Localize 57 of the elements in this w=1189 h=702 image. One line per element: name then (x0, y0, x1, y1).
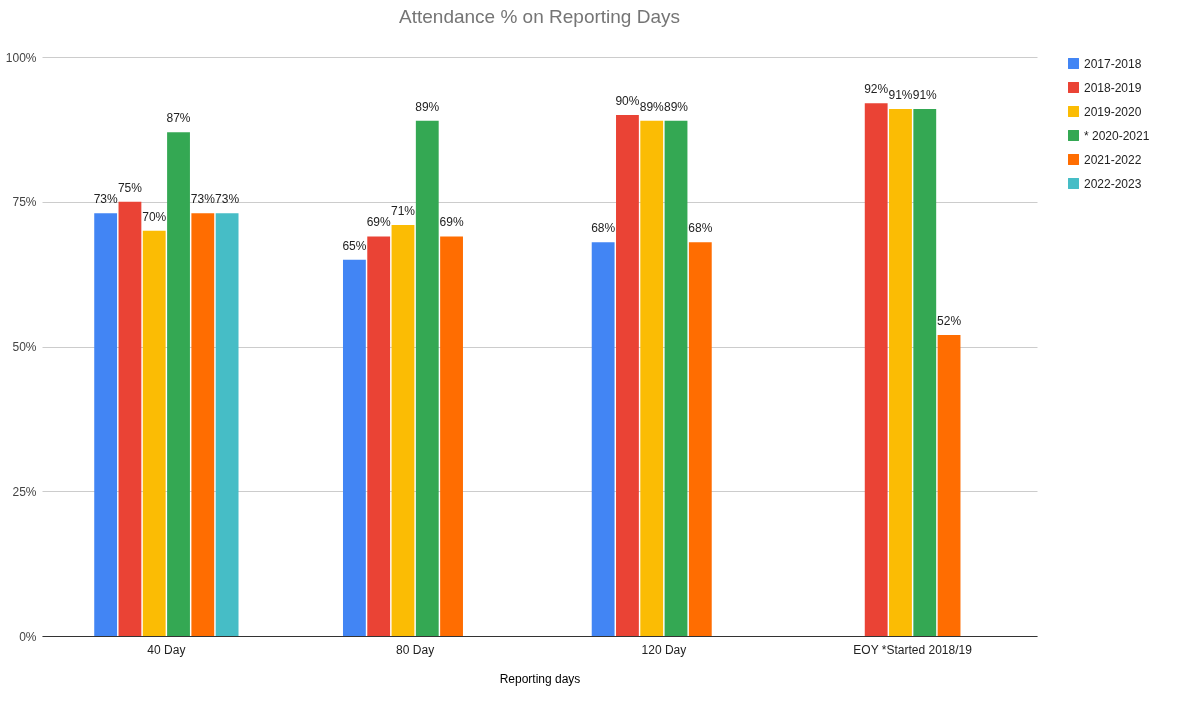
legend-label: 2017-2018 (1084, 56, 1142, 71)
bar (864, 103, 888, 636)
bar (342, 259, 366, 636)
legend-label: 2022-2023 (1084, 176, 1142, 191)
data-label: 91% (912, 88, 938, 103)
data-label: 69% (439, 215, 464, 230)
data-label: 71% (390, 203, 416, 218)
bar (913, 109, 937, 636)
bar (889, 109, 912, 636)
data-label: 75% (117, 180, 143, 195)
x-tick-label: 120 Day (641, 642, 687, 657)
x-tick-label: 40 Day (147, 642, 186, 657)
bar (440, 236, 463, 636)
x-tick-label: 80 Day (396, 642, 435, 657)
data-label: 89% (664, 99, 689, 114)
legend-label: 2019-2020 (1084, 104, 1142, 119)
legend-label: 2018-2019 (1084, 80, 1142, 95)
data-label: 91% (888, 88, 913, 103)
data-label: 52% (937, 313, 962, 328)
chart-title: Attendance % on Reporting Days (399, 6, 680, 27)
bar (640, 120, 664, 636)
y-tick-label: 75% (12, 195, 37, 210)
data-label: 65% (342, 238, 367, 253)
data-label: 73% (190, 192, 216, 207)
bar (215, 213, 239, 636)
y-tick-label: 0% (19, 629, 37, 644)
bar (118, 201, 142, 636)
bar (142, 230, 166, 636)
data-label: 73% (215, 192, 240, 207)
legend-label: * 2020-2021 (1084, 128, 1150, 143)
bar (616, 114, 639, 636)
bar (937, 334, 961, 636)
bar (167, 132, 190, 636)
legend-label: 2021-2022 (1084, 152, 1142, 167)
y-tick-label: 25% (12, 484, 37, 499)
y-tick-label: 100% (5, 50, 37, 65)
x-axis-title: Reporting days (499, 671, 581, 686)
bar (191, 213, 215, 636)
data-label: 68% (688, 221, 713, 236)
bar (688, 242, 712, 636)
bar (591, 242, 615, 636)
bar (391, 224, 415, 636)
data-label: 69% (366, 215, 392, 230)
x-tick-label: EOY *Started 2018/19 (853, 642, 973, 657)
bar (664, 120, 688, 636)
bar (94, 213, 118, 636)
data-label: 89% (415, 99, 440, 114)
data-label: 89% (639, 99, 665, 114)
data-label: 68% (591, 221, 616, 236)
data-label: 70% (142, 209, 167, 224)
data-label: 73% (93, 192, 118, 207)
bar (367, 236, 391, 636)
data-label: 87% (166, 111, 191, 126)
y-tick-label: 50% (12, 340, 37, 354)
bar (415, 120, 439, 636)
data-label: 90% (615, 93, 640, 108)
data-label: 92% (864, 82, 889, 97)
